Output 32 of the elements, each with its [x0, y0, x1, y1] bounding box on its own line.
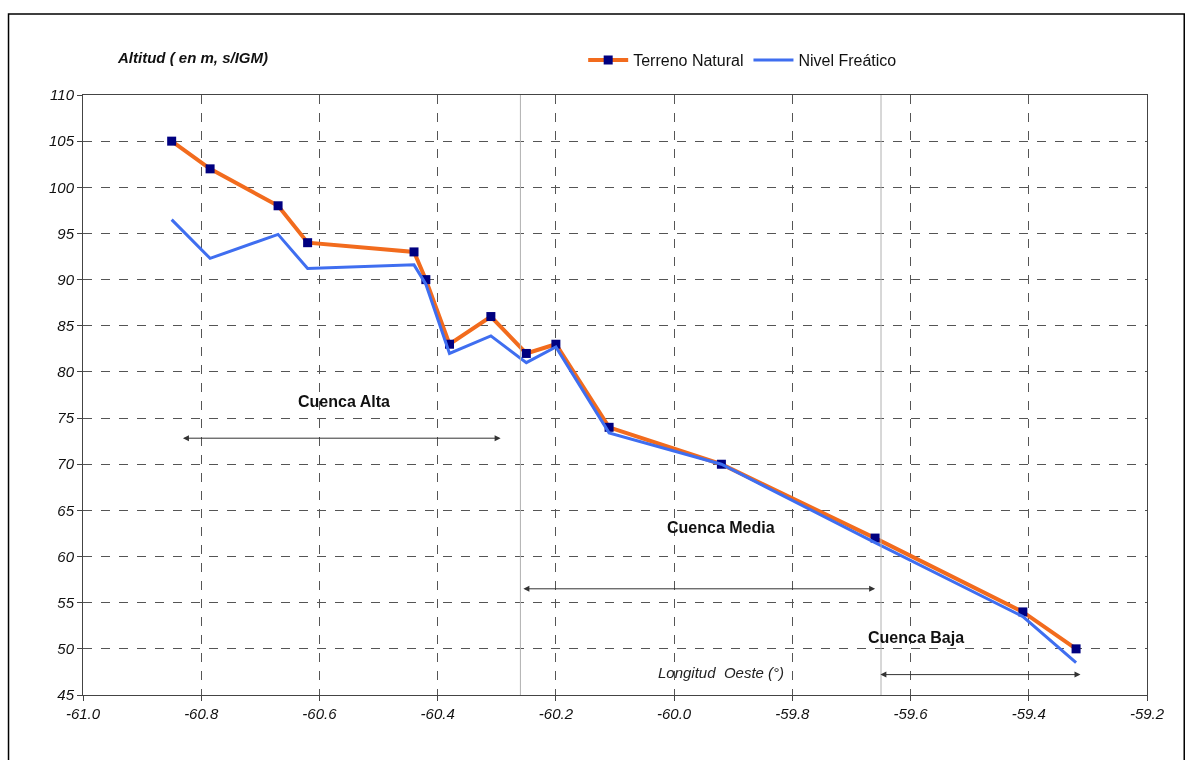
y-tick-label: 60	[57, 547, 75, 565]
y-tick-label: 65	[57, 501, 75, 519]
y-tick-label: 95	[57, 224, 75, 242]
y-tick-label: 110	[50, 86, 75, 104]
y-tick-label: 55	[57, 593, 75, 611]
x-tick-label: -60.0	[657, 705, 692, 722]
x-tick-label: -61.0	[65, 705, 101, 722]
legend-label: Nivel Freático	[798, 52, 897, 70]
x-axis-title: Longitud Oeste (°)	[658, 664, 785, 681]
y-tick-label: 45	[57, 686, 75, 704]
line-series	[170, 218, 1078, 665]
x-tick-label: -60.8	[184, 705, 219, 722]
annotation: Cuenca Alta	[298, 393, 390, 410]
x-tick-label: -59.4	[1011, 705, 1046, 722]
y-tick-label: 50	[57, 640, 75, 658]
y-tick-label: 90	[57, 270, 75, 288]
x-tick-label: -60.6	[302, 705, 338, 722]
legend-label: Terreno Natural	[633, 52, 744, 70]
y-tick-label: 100	[48, 178, 75, 196]
y-tick-label: 70	[57, 455, 75, 473]
y-tick-label: 80	[57, 363, 75, 381]
x-tick-label: -60.2	[538, 705, 574, 722]
x-tick-label: -59.8	[775, 705, 811, 722]
x-tick-label: -59.6	[893, 705, 929, 722]
annotation: Cuenca Media	[667, 519, 775, 536]
y-tick-label: 75	[57, 409, 75, 427]
annotation: Cuenca Baja	[868, 629, 965, 646]
y-tick-label: 85	[57, 317, 75, 335]
y-tick-label: 105	[48, 132, 75, 150]
y-axis-title: Altitud ( en m, s/IGM)	[117, 49, 268, 66]
x-tick-label: -59.2	[1129, 705, 1165, 722]
x-tick-label: -60.4	[420, 705, 455, 722]
